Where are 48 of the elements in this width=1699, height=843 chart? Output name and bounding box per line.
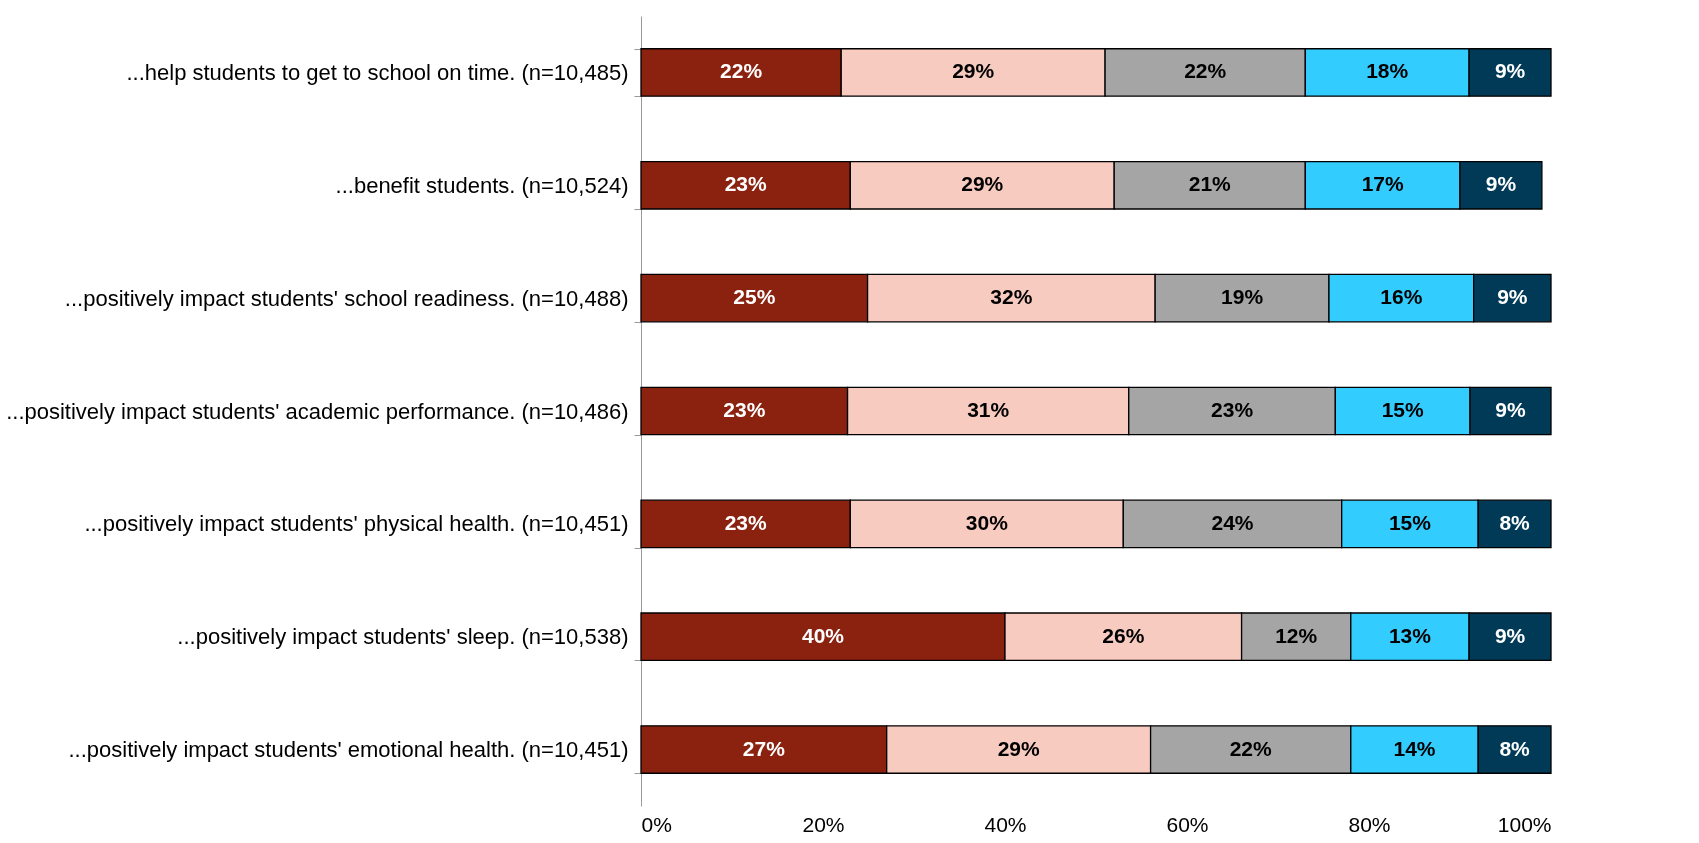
x-tick-label: 80% [1348, 812, 1391, 836]
y-tick-label: ...positively impact students' emotional health. (n=10,451) [68, 737, 629, 763]
data-label: 22% [1229, 736, 1273, 760]
data-label: 9% [1485, 172, 1517, 196]
data-label: 18% [1366, 59, 1409, 83]
y-tick-label: ...positively impact students' sleep. (n=10,538) [177, 624, 629, 650]
data-label: 25% [733, 285, 776, 309]
data-label: 23% [1211, 398, 1254, 421]
x-tick-label: 60% [1166, 812, 1209, 836]
x-tick-label: 20% [802, 812, 845, 836]
data-label: 8% [1499, 510, 1531, 534]
data-label: 22% [1184, 59, 1227, 83]
y-tick-label: ...benefit students. (n=10,524) [335, 172, 629, 198]
data-label: 9% [1497, 285, 1528, 309]
data-label: 12% [1275, 623, 1318, 647]
x-tick-label: 0% [641, 812, 672, 836]
y-tick-label: ...positively impact students' academic performance. (n=10,486) [6, 398, 629, 424]
x-tick-label: 40% [984, 812, 1027, 836]
data-label: 16% [1380, 285, 1423, 309]
data-label: 26% [1102, 623, 1145, 647]
data-label: 8% [1499, 736, 1531, 760]
x-tick-label: 100% [1497, 812, 1552, 836]
data-label: 19% [1221, 285, 1264, 309]
data-label: 23% [724, 172, 767, 196]
data-label: 40% [801, 623, 845, 647]
data-label: 29% [961, 172, 1004, 196]
data-label: 9% [1495, 398, 1526, 421]
data-label: 17% [1361, 172, 1404, 196]
data-label: 22% [720, 59, 763, 83]
data-label: 15% [1381, 398, 1425, 421]
data-label: 24% [1211, 510, 1254, 534]
y-tick-label: ...positively impact students' physical health. (n=10,451) [84, 511, 629, 537]
data-label: 13% [1388, 623, 1432, 647]
data-label: 27% [742, 736, 786, 760]
data-label: 30% [965, 510, 1009, 534]
data-label: 15% [1388, 510, 1432, 534]
data-label: 31% [967, 398, 1010, 421]
y-tick-label: ...help students to get to school on time. (n=10,485) [126, 59, 629, 85]
data-label: 14% [1393, 736, 1436, 760]
data-label: 32% [990, 285, 1033, 309]
data-label: 9% [1494, 59, 1526, 83]
y-tick-label: ...positively impact students' school readiness. (n=10,488) [64, 285, 629, 311]
data-label: 29% [997, 736, 1040, 760]
data-label: 23% [724, 510, 767, 534]
data-label: 21% [1188, 172, 1232, 196]
data-label: 9% [1494, 623, 1526, 647]
data-label: 23% [723, 398, 766, 421]
data-label: 29% [952, 59, 995, 83]
